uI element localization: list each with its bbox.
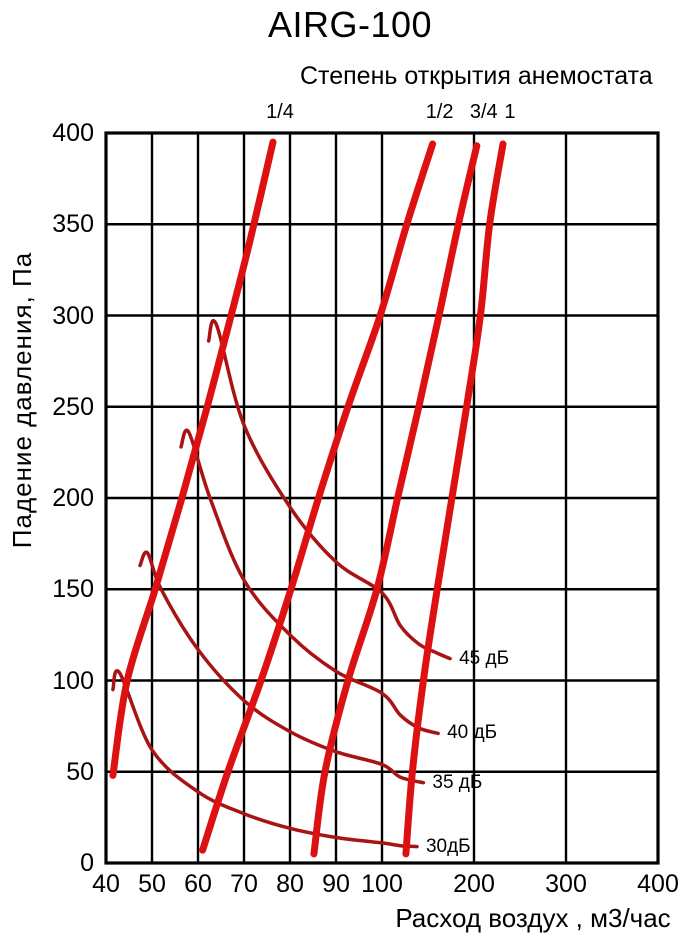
noise-level-label: 30дБ [425,835,471,857]
y-tick-label: 350 [52,210,94,239]
y-tick-label: 150 [52,575,94,604]
y-tick-label: 200 [52,484,94,512]
noise-curve-30дБ [111,669,419,849]
y-tick-label: 100 [52,666,94,695]
noise-level-label: 40 дБ [447,722,498,744]
noise-level-label: 45 дБ [459,647,510,669]
x-tick-label: 300 [545,870,587,898]
opening-line-1/4 [109,138,277,779]
chart-subtitle: Степень открытия анемостата [300,62,653,90]
opening-line-1/2 [199,140,437,854]
x-tick-label: 90 [322,870,350,898]
x-tick-label: 40 [92,870,120,898]
x-tick-label: 60 [184,870,212,898]
noise-level-label: 35 дБ [432,771,483,793]
opening-degree-label: 1/4 [266,101,294,123]
opening-degree-label: 1/2 [425,101,454,123]
opening-degree-label: 3/4 [469,101,498,123]
y-tick-label: 400 [52,119,94,147]
x-tick-label: 400 [637,870,679,898]
opening-degree-label: 1 [504,101,516,123]
noise-curve-35дБ [138,550,426,785]
y-tick-label: 0 [80,849,94,877]
y-tick-label: 250 [52,392,94,421]
y-tick-label: 50 [66,757,94,786]
x-axis-title: Расход воздух , м3/час [395,903,671,933]
x-tick-label: 100 [361,870,403,898]
noise-curve-40дБ [179,428,440,736]
opening-line-3/4 [310,142,481,858]
y-tick-label: 300 [52,301,94,330]
x-tick-label: 70 [230,870,258,898]
opening-line-1 [402,140,507,858]
plot-frame [104,131,660,865]
x-tick-label: 50 [138,870,166,898]
chart-title: AIRG-100 [267,4,433,45]
x-tick-label: 80 [276,870,304,898]
x-tick-label: 200 [453,870,495,898]
